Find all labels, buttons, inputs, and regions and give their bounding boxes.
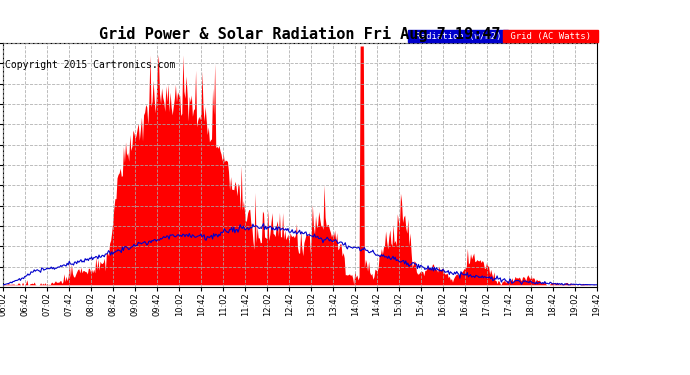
Text: Copyright 2015 Cartronics.com: Copyright 2015 Cartronics.com [5,60,175,70]
Title: Grid Power & Solar Radiation Fri Aug 7 19:47: Grid Power & Solar Radiation Fri Aug 7 1… [99,26,501,42]
Text: Grid (AC Watts): Grid (AC Watts) [505,32,596,41]
Text: Radiation (w/m2): Radiation (w/m2) [410,32,506,41]
